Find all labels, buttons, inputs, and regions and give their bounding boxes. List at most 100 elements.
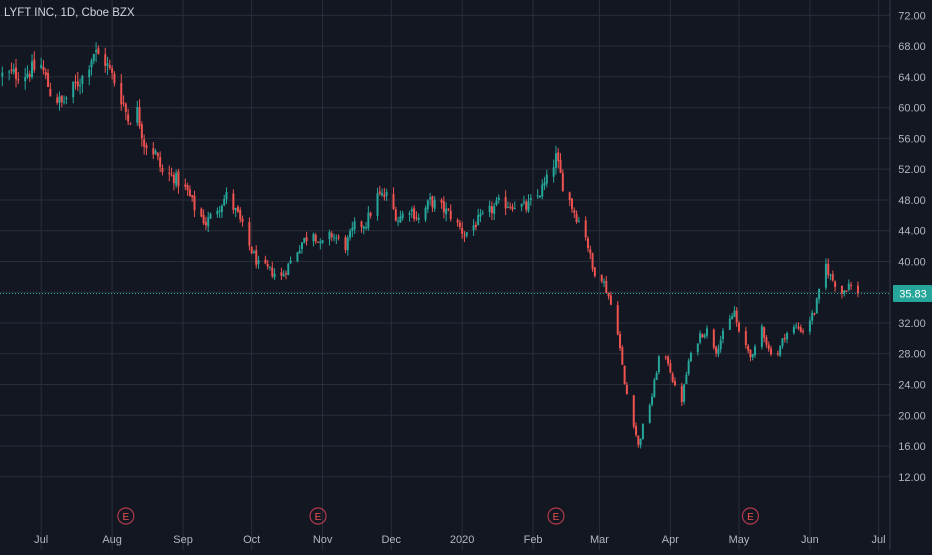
candle-body xyxy=(733,310,736,317)
time-tick-label: Dec xyxy=(381,534,401,546)
price-tick-label: 68.00 xyxy=(898,41,926,53)
candle-body xyxy=(529,198,532,200)
price-tick-label: 60.00 xyxy=(898,103,926,115)
candle-body xyxy=(319,241,322,244)
candle-body xyxy=(330,233,333,237)
candle-body xyxy=(220,205,223,213)
candle-body xyxy=(465,232,468,236)
candle-body xyxy=(369,212,372,216)
candle-body xyxy=(477,215,480,226)
candle-body xyxy=(776,353,779,355)
time-tick-label: Jul xyxy=(34,534,48,546)
candle-body xyxy=(97,48,100,55)
candle-body xyxy=(751,354,754,357)
chart-title: LYFT INC, 1D, Cboe BZX xyxy=(4,7,135,19)
candle-body xyxy=(95,50,98,53)
candle-body xyxy=(808,320,811,332)
candle-body xyxy=(120,83,123,105)
candle-body xyxy=(786,333,789,340)
candle-body xyxy=(850,284,853,286)
candle-body xyxy=(600,274,603,282)
price-axis[interactable]: 12.0016.0020.0024.0028.0032.0036.0040.00… xyxy=(898,10,926,483)
candle-body xyxy=(680,385,683,403)
candle-body xyxy=(703,335,706,338)
candle-body xyxy=(143,139,146,147)
candle-body xyxy=(831,274,834,281)
candle-body xyxy=(639,438,642,446)
candle-body xyxy=(589,249,592,254)
candle-body xyxy=(280,272,283,276)
candle-body xyxy=(60,95,63,102)
price-tick-label: 56.00 xyxy=(898,133,926,145)
candle-body xyxy=(527,200,530,212)
candle-body xyxy=(536,195,539,197)
earnings-marker-icon xyxy=(741,507,760,525)
candle-body xyxy=(335,237,338,239)
candle-body xyxy=(362,226,365,229)
candle-body xyxy=(186,185,189,191)
candle-body xyxy=(415,217,418,219)
candle-body xyxy=(619,333,622,349)
candle-body xyxy=(568,192,571,201)
candle-body xyxy=(856,285,859,294)
candle-body xyxy=(621,347,624,365)
time-axis[interactable]: Jul Aug Sep Oct Nov Dec 2020 Feb Mar Apr May Jun Jul xyxy=(34,534,885,546)
candle-body xyxy=(314,234,317,242)
candle-body xyxy=(241,218,244,222)
candle-body xyxy=(383,194,386,197)
candle-body xyxy=(184,184,187,187)
candle-body xyxy=(685,374,688,384)
candle-body xyxy=(17,79,20,81)
candle-body xyxy=(591,253,594,269)
candle-body xyxy=(273,273,276,278)
candle-body xyxy=(429,197,432,200)
candle-body xyxy=(58,96,61,103)
candle-body xyxy=(40,64,43,68)
earnings-marker-icon xyxy=(117,507,135,525)
candle-body xyxy=(747,345,750,351)
grid-layer xyxy=(0,0,890,550)
candle-body xyxy=(236,206,239,212)
candle-body xyxy=(170,174,173,176)
candle-body xyxy=(795,325,798,327)
candle-body xyxy=(129,123,132,125)
candle-body xyxy=(554,153,557,168)
candle-body xyxy=(264,259,267,264)
price-tick-label: 44.00 xyxy=(898,226,926,238)
candle-body xyxy=(305,237,308,242)
candle-body xyxy=(506,206,509,208)
time-tick-label: Oct xyxy=(243,534,260,546)
candle-body xyxy=(161,167,164,172)
candle-body xyxy=(584,220,587,238)
candle-body xyxy=(124,103,127,112)
candle-body xyxy=(525,201,528,210)
candle-body xyxy=(255,250,258,265)
candle-body xyxy=(712,329,715,348)
candle-body xyxy=(445,208,448,215)
candle-body xyxy=(1,72,4,77)
candle-body xyxy=(767,344,770,349)
candle-body xyxy=(731,316,734,320)
candle-body xyxy=(303,237,306,243)
candle-body xyxy=(461,227,464,235)
candle-body xyxy=(232,193,235,210)
time-tick-label: Aug xyxy=(102,534,122,546)
last-price-value: 35.83 xyxy=(899,289,927,301)
candle-body xyxy=(509,206,512,208)
last-price-label: 35.83 xyxy=(893,285,932,303)
candle-body xyxy=(399,216,402,223)
candle-body xyxy=(749,349,752,358)
candle-body xyxy=(824,263,827,288)
time-tick-label: Apr xyxy=(662,534,679,546)
candle-body xyxy=(657,356,660,373)
candle-body xyxy=(168,172,171,175)
candle-body xyxy=(385,192,388,196)
candle-body xyxy=(31,61,34,78)
candle-body xyxy=(218,210,221,212)
candle-body xyxy=(378,191,381,194)
candle-body xyxy=(351,227,354,231)
candle-body xyxy=(394,209,397,221)
price-tick-label: 12.00 xyxy=(898,472,926,484)
candle-body xyxy=(392,193,395,209)
candle-body xyxy=(705,328,708,336)
